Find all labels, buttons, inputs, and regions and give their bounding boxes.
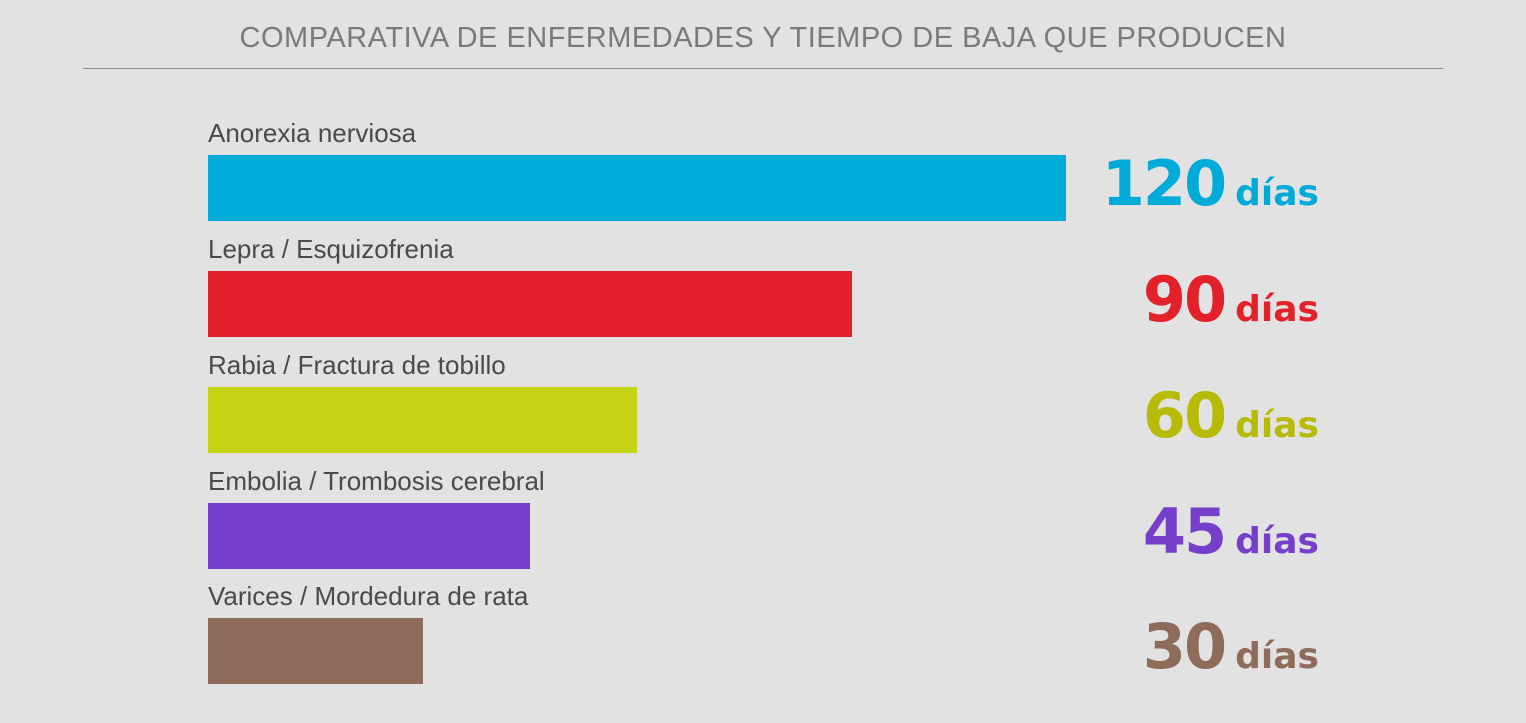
value-unit: días — [1235, 405, 1319, 446]
bar-row: Embolia / Trombosis cerebral 45 días — [0, 466, 1526, 576]
value-label: 120 días — [1102, 147, 1319, 220]
bar-row: Anorexia nerviosa 120 días — [0, 118, 1526, 228]
value-unit: días — [1235, 173, 1319, 214]
value-label: 60 días — [1143, 379, 1319, 452]
category-label: Anorexia nerviosa — [208, 118, 417, 148]
category-label: Rabia / Fractura de tobillo — [208, 350, 506, 380]
value-number: 120 — [1101, 147, 1227, 220]
value-number: 60 — [1142, 379, 1227, 452]
value-number: 45 — [1142, 495, 1227, 568]
category-label: Varices / Mordedura de rata — [208, 581, 529, 611]
bar — [208, 155, 1066, 221]
bar — [208, 618, 423, 684]
bar — [208, 503, 530, 569]
value-label: 90 días — [1143, 263, 1319, 336]
bar-row: Varices / Mordedura de rata 30 días — [0, 581, 1526, 691]
value-unit: días — [1235, 521, 1319, 562]
category-label: Embolia / Trombosis cerebral — [208, 466, 545, 496]
bar — [208, 271, 852, 337]
chart-title: COMPARATIVA DE ENFERMEDADES Y TIEMPO DE … — [239, 22, 1287, 54]
value-number: 30 — [1142, 610, 1227, 683]
value-number: 90 — [1142, 263, 1227, 336]
value-label: 45 días — [1143, 495, 1319, 568]
bar — [208, 387, 637, 453]
bar-row: Rabia / Fractura de tobillo 60 días — [0, 350, 1526, 460]
title-divider — [83, 68, 1443, 69]
value-unit: días — [1235, 289, 1319, 330]
category-label: Lepra / Esquizofrenia — [208, 234, 454, 264]
value-unit: días — [1235, 636, 1319, 677]
bar-row: Lepra / Esquizofrenia 90 días — [0, 234, 1526, 344]
value-label: 30 días — [1143, 610, 1319, 683]
